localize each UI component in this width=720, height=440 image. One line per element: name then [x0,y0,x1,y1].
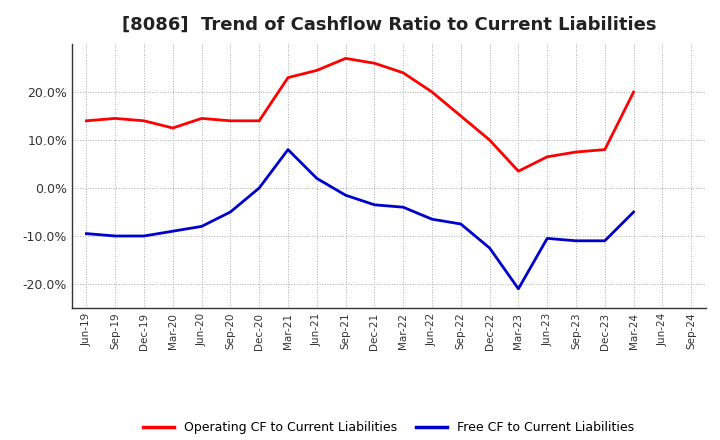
Legend: Operating CF to Current Liabilities, Free CF to Current Liabilities: Operating CF to Current Liabilities, Fre… [138,416,639,439]
Title: [8086]  Trend of Cashflow Ratio to Current Liabilities: [8086] Trend of Cashflow Ratio to Curren… [122,16,656,34]
